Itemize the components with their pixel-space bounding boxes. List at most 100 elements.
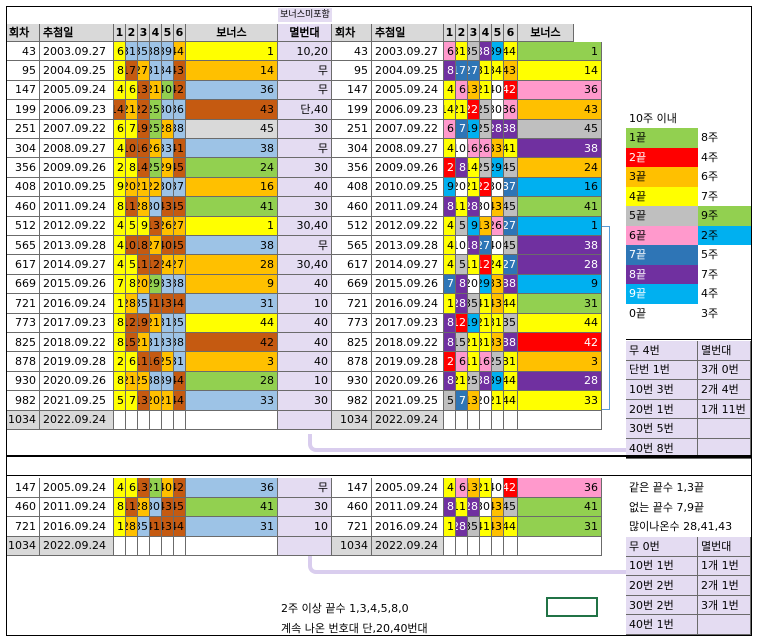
number-cell: 4 [114, 216, 126, 236]
number-cell: 30 [150, 497, 162, 517]
round-cell: 930 [6, 371, 40, 392]
round-cell: 512 [6, 216, 40, 236]
header-n1: 1 [114, 24, 126, 42]
band-cell: 30,40 [278, 255, 332, 275]
number-cell: 22 [480, 177, 492, 198]
number-cell: 30 [480, 497, 492, 517]
number-cell: 30 [492, 100, 504, 120]
round-cell: 825 [6, 333, 40, 353]
bonus-cell: 33 [518, 391, 602, 411]
bonus-cell: 36 [186, 478, 278, 498]
number-cell: 20 [150, 391, 162, 411]
number-cell: 45 [504, 497, 518, 517]
number-cell: 35 [138, 42, 150, 62]
number-cell: 22 [150, 177, 162, 198]
bonus-cell: 28 [186, 371, 278, 392]
number-cell: 30 [162, 177, 174, 198]
header-n2: 2 [126, 24, 138, 42]
number-cell: 4 [444, 216, 456, 236]
date-cell: 2005.09.24 [372, 80, 444, 101]
number-cell: 38 [174, 333, 186, 353]
round-cell: 43 [6, 42, 40, 62]
bonus-cell: 43 [186, 100, 278, 120]
number-cell: 6 [126, 80, 138, 101]
number-cell: 13 [468, 391, 480, 411]
number-cell: 9 [114, 177, 126, 198]
number-cell: 29 [492, 158, 504, 178]
date-cell: 2017.09.23 [372, 313, 444, 333]
number-cell: 14 [114, 100, 126, 120]
number-cell: 6 [456, 352, 468, 372]
number-cell: 44 [174, 294, 186, 314]
bonus-cell: 45 [186, 119, 278, 139]
date-cell: 2003.09.27 [40, 42, 114, 62]
number-cell: 7 [456, 391, 468, 411]
number-cell: 27 [138, 61, 150, 81]
ending-label: 3끝 [626, 167, 698, 187]
number-cell: 35 [174, 313, 186, 333]
number-cell: 25 [150, 100, 162, 120]
number-cell: 42 [174, 80, 186, 101]
number-cell: 36 [174, 100, 186, 120]
date-cell: 2003.09.27 [372, 42, 444, 62]
round-cell: 721 [332, 294, 372, 314]
round-cell: 982 [332, 391, 372, 411]
bonus-cell: 36 [518, 478, 602, 498]
number-cell [162, 410, 174, 430]
number-cell: 13 [468, 80, 480, 101]
round-cell: 1034 [6, 410, 40, 430]
number-cell: 39 [162, 371, 174, 392]
number-cell [138, 410, 150, 430]
header-bonus: 보너스 [518, 24, 574, 42]
band-cell: 무 [278, 61, 332, 81]
round-cell: 408 [6, 177, 40, 198]
number-cell: 10 [126, 236, 138, 256]
number-cell [114, 410, 126, 430]
number-cell: 13 [468, 478, 480, 498]
round-cell: 304 [6, 139, 40, 159]
ending-value: 2주 [698, 225, 751, 245]
round-cell: 721 [6, 517, 40, 537]
number-cell: 33 [162, 139, 174, 159]
bonus-cell: 28 [518, 371, 602, 392]
number-cell: 6 [114, 119, 126, 139]
number-cell: 20 [126, 177, 138, 198]
number-cell: 16 [480, 352, 492, 372]
bonus-cell: 9 [518, 274, 602, 295]
bonus-cell: 16 [518, 177, 602, 198]
number-cell: 28 [126, 294, 138, 314]
number-cell: 43 [492, 497, 504, 517]
bonus-cell: 45 [518, 119, 602, 139]
band-cell: 40 [278, 333, 332, 353]
bonus-cell: 28 [186, 255, 278, 275]
bonus-cell: 42 [518, 333, 602, 353]
bonus-cell: 1 [186, 42, 278, 62]
number-cell: 43 [492, 517, 504, 537]
round-cell: 721 [332, 517, 372, 537]
date-cell: 2019.09.28 [372, 352, 444, 372]
date-cell: 2005.09.24 [40, 478, 114, 498]
date-cell: 2017.09.23 [40, 313, 114, 333]
stats-cell: 무 0번 [626, 537, 698, 557]
stats-cell: 20번 1번 [626, 399, 698, 420]
date-cell: 2011.09.24 [372, 497, 444, 517]
number-cell: 4 [114, 255, 126, 275]
header-round: 회차 [6, 24, 40, 42]
date-cell: 2021.09.25 [40, 391, 114, 411]
number-cell: 8 [444, 61, 456, 81]
ending-value: 4주 [701, 150, 719, 164]
number-cell: 40 [492, 80, 504, 101]
stats-cell: 1개 1번 [698, 556, 751, 577]
band-cell: 10 [278, 371, 332, 392]
date-cell: 2014.09.27 [372, 255, 444, 275]
number-cell: 1 [444, 294, 456, 314]
band-cell: 무 [278, 236, 332, 256]
band-note-label: 보너스미포함 [278, 8, 332, 22]
number-cell: 28 [468, 497, 480, 517]
number-cell: 21 [150, 478, 162, 498]
date-cell: 2012.09.22 [372, 216, 444, 236]
number-cell: 8 [126, 158, 138, 178]
selected-cell[interactable] [546, 597, 598, 617]
number-cell: 10 [126, 139, 138, 159]
number-cell: 33 [492, 139, 504, 159]
